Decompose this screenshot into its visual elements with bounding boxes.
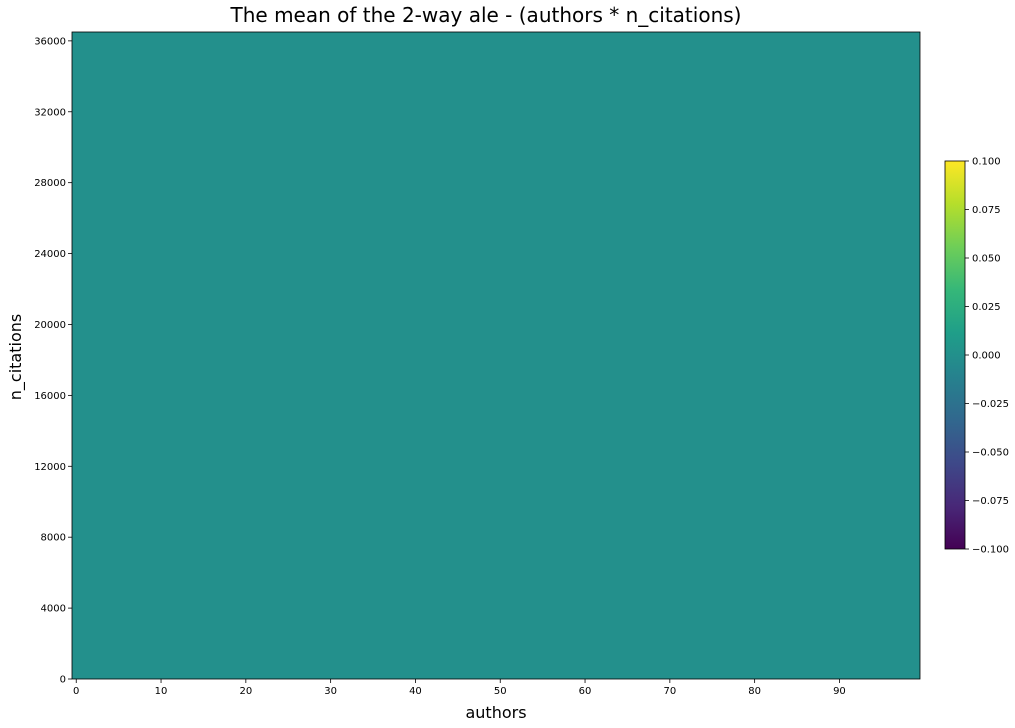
colorbar-tick-label: −0.025 bbox=[972, 399, 1009, 410]
chart-title: The mean of the 2-way ale - (authors * n… bbox=[230, 3, 742, 27]
plot-frame bbox=[71, 31, 921, 680]
y-tick-label: 8000 bbox=[41, 533, 66, 544]
colorbar-tick-label: 0.050 bbox=[972, 254, 1001, 265]
x-tick-label: 40 bbox=[409, 686, 422, 697]
colorbar: 0.100 0.075 0.050 0.025 0.000 −0.025 −0.050 −0.… bbox=[944, 157, 1009, 556]
x-axis: 0 10 20 30 40 50 60 70 80 90 bbox=[73, 679, 846, 697]
y-tick-label: 16000 bbox=[34, 391, 66, 402]
x-tick-label: 20 bbox=[239, 686, 252, 697]
colorbar-tick-label: −0.075 bbox=[972, 496, 1009, 507]
y-tick-label: 32000 bbox=[34, 107, 66, 118]
heatmap-cell bbox=[72, 32, 920, 679]
colorbar-tick-label: 0.075 bbox=[972, 205, 1001, 216]
y-tick-label: 12000 bbox=[34, 462, 66, 473]
x-tick-label: 70 bbox=[663, 686, 676, 697]
y-tick-label: 4000 bbox=[41, 604, 66, 615]
x-tick-label: 30 bbox=[324, 686, 337, 697]
x-tick-label: 90 bbox=[833, 686, 846, 697]
y-tick-label: 36000 bbox=[34, 36, 66, 47]
colorbar-tick-label: 0.025 bbox=[972, 302, 1001, 313]
y-axis-label: n_citations bbox=[6, 314, 26, 400]
colorbar-tick-label: 0.100 bbox=[972, 157, 1001, 168]
plot-area bbox=[71, 31, 921, 680]
y-tick-label: 0 bbox=[60, 675, 66, 686]
colorbar-tick-label: −0.050 bbox=[972, 448, 1009, 459]
y-tick-label: 24000 bbox=[34, 249, 66, 260]
x-axis-label: authors bbox=[465, 703, 526, 722]
y-tick-label: 20000 bbox=[34, 320, 66, 331]
x-tick-label: 10 bbox=[155, 686, 168, 697]
y-tick-label: 28000 bbox=[34, 178, 66, 189]
x-tick-label: 0 bbox=[73, 686, 79, 697]
x-tick-label: 80 bbox=[748, 686, 761, 697]
colorbar-tick-label: 0.000 bbox=[972, 351, 1001, 362]
x-tick-label: 50 bbox=[494, 686, 507, 697]
colorbar-tick-label: −0.100 bbox=[972, 545, 1009, 556]
x-tick-label: 60 bbox=[579, 686, 592, 697]
y-axis: 0 4000 8000 12000 16000 20000 24000 28000 32000 3… bbox=[34, 36, 72, 686]
colorbar-bar bbox=[944, 160, 966, 550]
